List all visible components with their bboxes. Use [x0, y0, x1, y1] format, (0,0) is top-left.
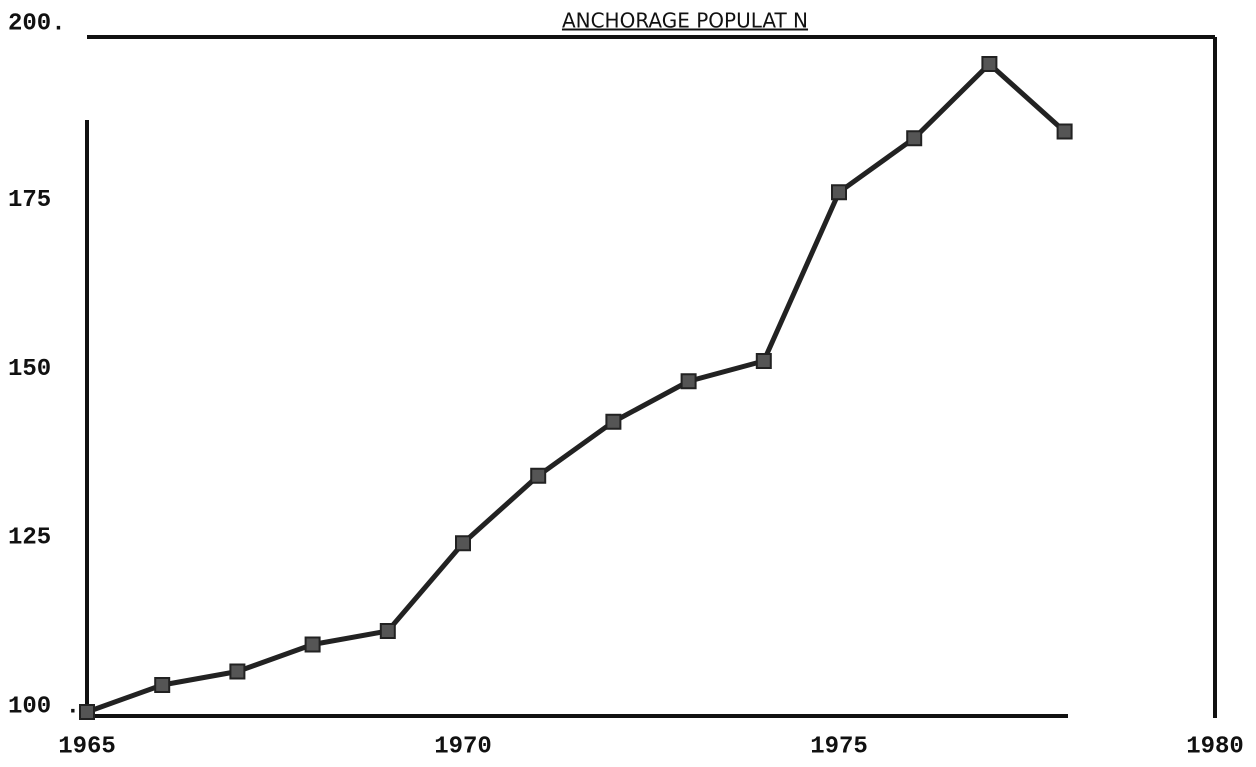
point-marker — [530, 467, 547, 484]
chart-title: ANCHORAGE POPULAT N — [562, 9, 808, 33]
line — [86, 61, 1067, 715]
y-tick-label: 200. — [8, 10, 66, 37]
y-tick-label: 125 — [8, 525, 51, 552]
point-marker — [906, 130, 923, 147]
point-marker — [981, 56, 998, 72]
x-tick-label: 1975 — [810, 733, 868, 760]
y-tick-label: 175 — [8, 187, 51, 214]
x-tick-label: 1980 — [1186, 733, 1244, 760]
point-marker — [680, 373, 697, 390]
x-tick-label: 1965 — [58, 733, 116, 760]
point-marker — [79, 704, 95, 720]
point-marker — [304, 636, 321, 653]
point-marker — [379, 623, 396, 639]
y-tick-label: 100 . — [8, 693, 80, 720]
point-marker — [229, 663, 246, 680]
point-marker — [1056, 123, 1073, 140]
point-marker — [831, 184, 847, 201]
point-marker — [455, 535, 471, 552]
point-marker — [154, 677, 171, 693]
point-marker — [605, 413, 622, 430]
y-tick-label: 150 — [8, 356, 51, 383]
x-tick-label: 1970 — [434, 733, 492, 760]
point-marker — [755, 353, 772, 369]
